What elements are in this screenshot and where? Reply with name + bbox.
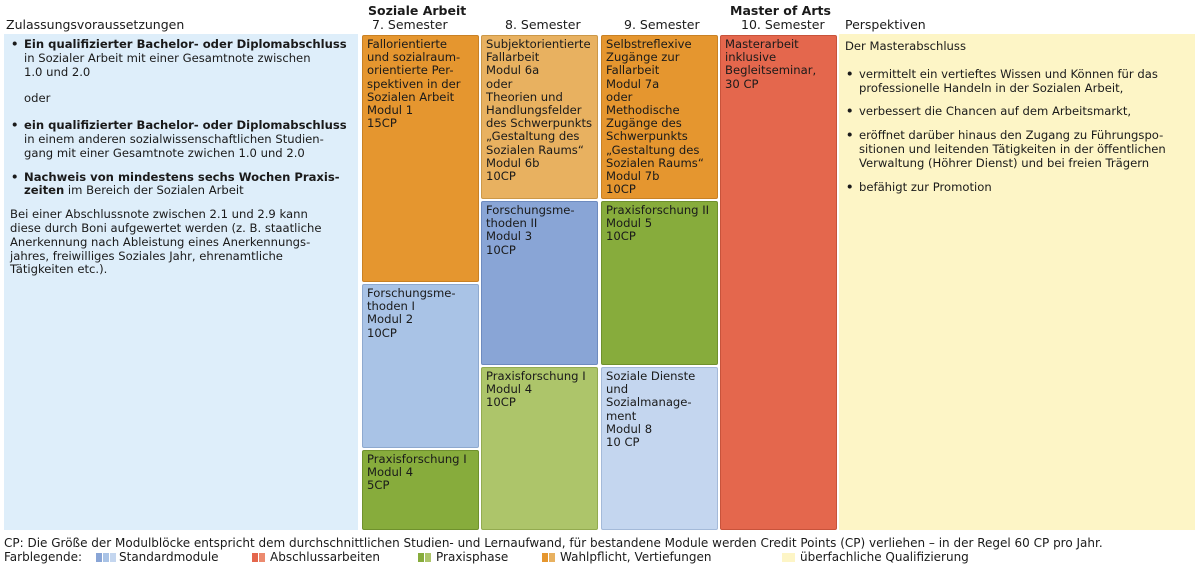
header-perspektiven: Perspektiven [845,17,926,32]
admission-bonus-note: Bei einer Abschlussnote zwischen 2.1 und… [10,207,322,277]
legend-label-elective: Wahlpflicht, Vertiefungen [560,550,712,564]
header-zulassung: Zulassungsvoraussetzungen [6,17,185,32]
header-semester-10: 10. Semester [741,17,825,32]
header-semester-9: 9. Semester [624,17,700,32]
module-7-block: Selbstreflexive Zugänge zur Fallarbeit Modu… [601,35,718,199]
legend-swatch-final-1 [252,553,258,562]
footer-cp-note: CP: Die Größe der Modulblöcke entspricht… [4,536,1103,550]
module-6-block: Subjektorientierte Fallarbeit Modul 6a oder… [481,35,598,199]
perspective-item-leadership: eröffnet darüber hinaus den Zugang zu Fü… [845,128,1189,170]
legend-label-interdisciplinary: überfachliche Qualifizierung [800,550,969,564]
admission-or: oder [24,91,51,106]
legend-swatch-practice-2 [425,553,431,562]
module-1-block: Fallorientierte und sozialraum-orientiert… [362,35,479,282]
perspectives-title: Der Masterabschluss [845,39,966,53]
legend-swatch-final-2 [259,553,265,562]
admission-requirements-panel: Ein qualifizierter Bachelor- oder Diplom… [4,34,358,530]
legend-swatch-standard-1 [96,553,102,562]
legend-swatch-standard-2 [103,553,109,562]
legend-swatch-standard-3 [110,553,116,562]
header-soziale-arbeit: Soziale Arbeit [368,3,467,18]
header-master-of-arts: Master of Arts [730,3,831,18]
admission-item-internship: Nachweis von mindestens sechs Wochen Pra… [10,170,352,199]
legend-swatch-elective-2 [549,553,555,562]
legend-swatch-practice-1 [418,553,424,562]
perspective-item-job-market: verbessert die Chancen auf dem Arbeitsma… [845,105,1189,119]
header-semester-7: 7. Semester [372,17,448,32]
module-8-block: Soziale Dienste und Sozialmanage-ment Modul… [601,367,718,530]
module-3-block: Forschungsme-thoden II Modul 3 10CP [481,201,598,365]
header-semester-8: 8. Semester [505,17,581,32]
master-thesis-block: Masterarbeit inklusive Begleitseminar, 30 C… [720,35,837,530]
module-2-block: Forschungsme-thoden I Modul 2 10CP [362,284,479,448]
legend-swatch-interdisciplinary [782,553,795,562]
legend-title: Farblegende: [4,550,83,564]
legend-label-practice: Praxisphase [436,550,509,564]
module-4-block-sem7: Praxisforschung I Modul 4 5CP [362,450,479,530]
admission-item-bachelor-social-work: Ein qualifizierter Bachelor- oder Diplom… [10,37,352,79]
admission-item-bachelor-other: ein qualifizierter Bachelor- oder Diplom… [10,118,352,160]
legend-label-standard: Standardmodule [119,550,219,564]
perspective-item-knowledge: vermittelt ein vertieftes Wissen und Kön… [845,67,1189,96]
legend-label-final: Abschlussarbeiten [270,550,381,564]
perspective-item-promotion: befähigt zur Promotion [845,180,1189,195]
module-5-block: Praxisforschung II Modul 5 10CP [601,201,718,365]
module-4-block-sem8: Praxisforschung I Modul 4 10CP [481,367,598,530]
legend-swatch-elective-1 [542,553,548,562]
perspectives-panel: Der Masterabschluss vermittelt ein verti… [839,34,1195,530]
